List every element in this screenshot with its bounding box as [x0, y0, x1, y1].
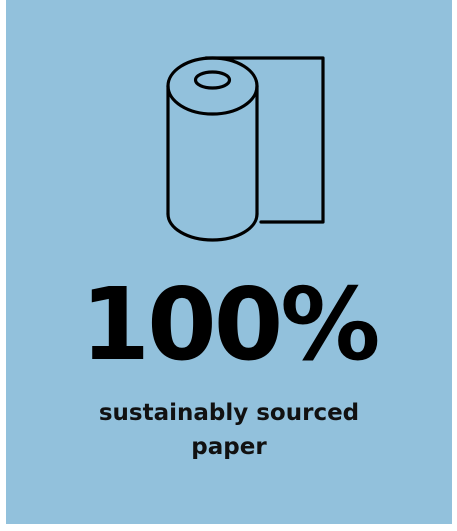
stat-value: 100% — [80, 266, 381, 383]
stat-card: 100% sustainably sourced paper — [6, 0, 452, 524]
caption-line-1: sustainably sourced — [98, 400, 360, 426]
caption-line-2: paper — [191, 434, 267, 460]
stat-caption: sustainably sourced paper — [6, 396, 452, 464]
paper-roll-icon — [166, 56, 325, 242]
